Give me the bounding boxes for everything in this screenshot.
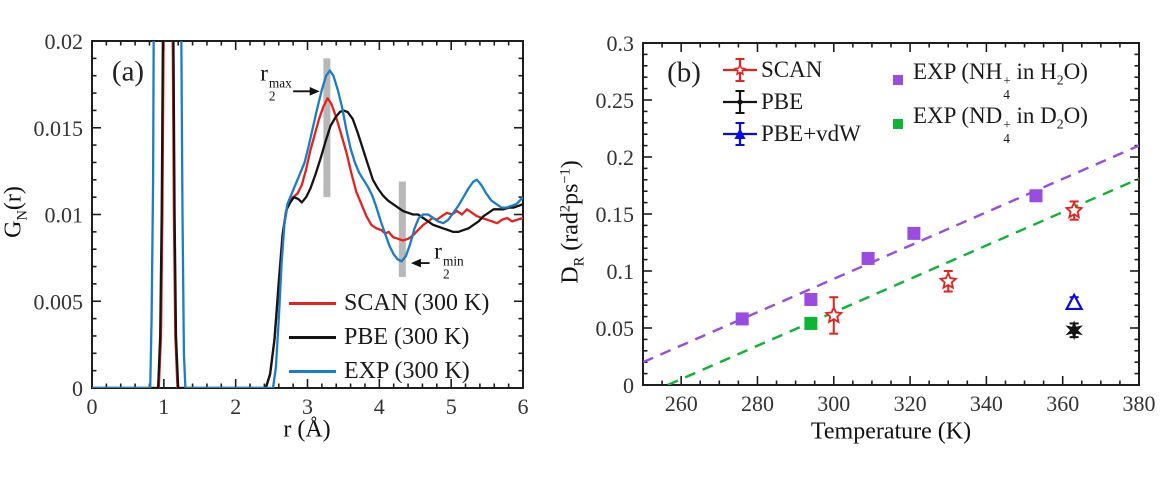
exp-nh4-point: [735, 312, 749, 326]
y-tick-label: 0.005: [34, 289, 84, 314]
x-tick-label: 340: [970, 391, 1003, 416]
legend-label-pbevdw-b: PBE+vdW: [761, 121, 861, 146]
panel-b-label: (b): [667, 56, 701, 89]
scan-errorbar-icon: [722, 55, 758, 85]
exp-nh4-point: [907, 226, 921, 240]
pbe-vdw-legend-marker: [723, 122, 757, 146]
axis-ticks: [643, 42, 1140, 386]
x-tick-label: 320: [894, 391, 927, 416]
legend-label-scan: SCAN (300 K): [344, 289, 490, 316]
exp-nh4-point: [1029, 189, 1043, 203]
panel-a-yaxis-title: GN(r): [0, 186, 31, 238]
x-tick-label: 0: [87, 394, 98, 419]
panel-b-legend-methods: SCAN PBE PBE+vdW: [722, 54, 861, 150]
x-tick-label: 4: [374, 394, 385, 419]
x-tick-label: 360: [1046, 391, 1079, 416]
pbe-curve: [92, 41, 523, 388]
scan-point: [824, 305, 844, 324]
exp-nd4-square-swatch: [893, 119, 903, 129]
exp-line-swatch: [289, 369, 336, 373]
y-tick-label: 0.1: [607, 259, 635, 284]
x-tick-label: 1: [158, 394, 169, 419]
pbe-errorbar-icon: [722, 87, 758, 117]
panel-a-label: (a): [111, 55, 145, 88]
panel-b-xaxis-title: Temperature (K): [810, 418, 972, 445]
y-tick-label: 0.05: [596, 316, 635, 341]
panel-a-xaxis-title: r (Å): [283, 416, 331, 443]
exp-nh4-point: [861, 251, 875, 265]
scan-point: [1064, 200, 1084, 219]
x-tick-label: 5: [446, 394, 457, 419]
y-tick-label: 0.2: [607, 145, 635, 170]
exp-nd4-fit-line: [667, 177, 1139, 385]
pbe-line-swatch: [289, 335, 336, 339]
scan-point: [938, 271, 958, 290]
legend-item-scan-b: SCAN: [722, 54, 861, 86]
y-tick-label: 0.01: [45, 203, 84, 228]
panel-a-plot: 0 1 2 3 4 5 6 0 0.005 0.01 0.015 0.02: [34, 29, 529, 419]
annotation-r2min-label: r min 2: [434, 238, 464, 282]
y-tick-label: 0.3: [607, 31, 635, 56]
exp-curve: [92, 41, 523, 388]
legend-item-exp-nd4: EXP (ND +4 in D2O): [893, 102, 1088, 146]
x-tick-label: 6: [518, 394, 529, 419]
y-tick-label: 0: [72, 376, 83, 401]
exp-nd4-point: [804, 316, 818, 330]
x-tick-label: 300: [817, 391, 850, 416]
legend-item-exp: EXP (300 K): [289, 354, 489, 388]
y-tick-label: 0.25: [596, 88, 635, 113]
x-tick-label: 2: [230, 394, 241, 419]
x-tick-label: 3: [302, 394, 313, 419]
y-tick-label: 0.15: [596, 202, 635, 227]
legend-item-scan: SCAN (300 K): [289, 286, 489, 320]
exp-nh4-fit-line: [643, 144, 1139, 364]
scan-line-swatch: [289, 301, 336, 305]
r2max-arrow-head: [309, 87, 320, 96]
panel-a-legend: SCAN (300 K) PBE (300 K) EXP (300 K): [289, 286, 489, 388]
legend-item-pbe: PBE (300 K): [289, 320, 489, 354]
y-tick-label: 0: [623, 373, 634, 398]
x-tick-label: 260: [665, 391, 698, 416]
r2min-arrow-head: [410, 258, 421, 268]
legend-label-exp-nh4: EXP (NH +4 in H2O): [913, 58, 1088, 102]
pbe-vdw-point: [1064, 292, 1084, 311]
legend-label-exp: EXP (300 K): [344, 357, 470, 384]
x-tick-label: 280: [741, 391, 774, 416]
exp-nh4-square-swatch: [893, 75, 903, 85]
pbe-point: [1065, 320, 1083, 341]
panel-b-yaxis-title: DR (rad2ps−1): [557, 160, 588, 284]
y-tick-label: 0.02: [45, 29, 84, 54]
y-tick-label: 0.015: [34, 116, 84, 141]
legend-item-exp-nh4: EXP (NH +4 in H2O): [893, 58, 1088, 102]
pbe-legend-marker: [723, 90, 757, 114]
x-tick-label: 380: [1123, 391, 1156, 416]
pbe-vdw-errorbar-icon: [722, 119, 758, 149]
exp-nh4-point: [804, 293, 818, 306]
annotation-r2max-label: r max 2: [260, 60, 292, 104]
panel-b-legend-experiments: EXP (NH +4 in H2O) EXP (ND +4 in D2O): [893, 58, 1088, 146]
legend-label-pbe: PBE (300 K): [344, 323, 470, 350]
legend-item-pbe-b: PBE: [722, 86, 861, 118]
legend-label-scan-b: SCAN: [761, 57, 823, 82]
legend-label-pbe-b: PBE: [761, 89, 804, 114]
legend-item-pbevdw-b: PBE+vdW: [722, 118, 861, 150]
panel-b-plot: 260 280 300 320 340 360 380 0 0.05 0.1 0.15 0.2 0.25…: [596, 31, 1156, 416]
legend-label-exp-nd4: EXP (ND +4 in D2O): [913, 102, 1088, 146]
scan-legend-marker: [723, 58, 757, 82]
